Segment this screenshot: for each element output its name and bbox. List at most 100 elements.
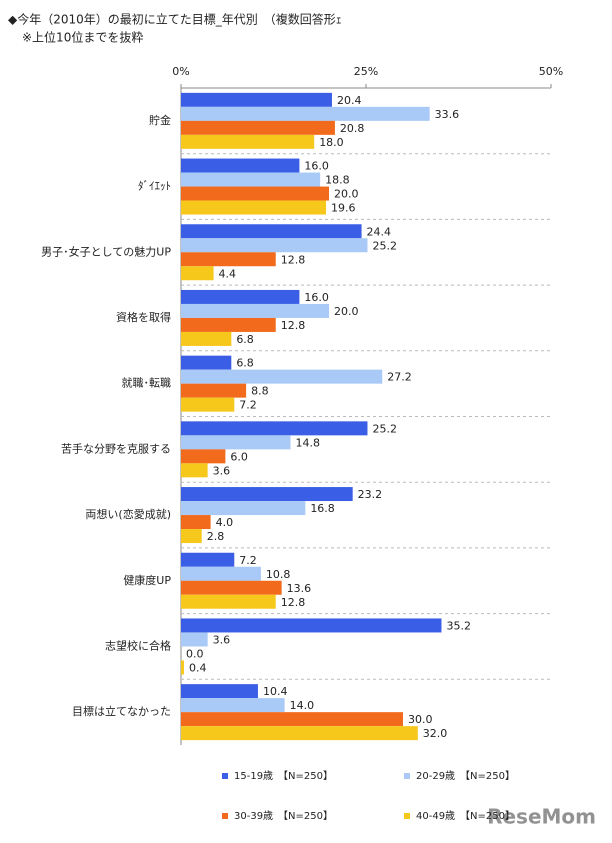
value-label: 20.8 <box>340 122 365 135</box>
bar <box>181 303 329 318</box>
x-tick-label: 25% <box>354 65 378 78</box>
bar <box>181 726 418 741</box>
y-tick-label: 苦手な分野を克服する <box>61 441 171 455</box>
bar <box>181 515 211 530</box>
chart-title: ◆今年（2010年）の最初に立てた目標_年代別 （複数回答形ｪ <box>8 12 342 27</box>
legend-label: 40-49歳 【N=250】 <box>416 810 515 822</box>
bar <box>181 186 329 201</box>
y-tick-label: 資格を取得 <box>116 310 171 324</box>
bar <box>181 134 315 149</box>
value-label: 10.4 <box>263 685 288 698</box>
value-label: 18.8 <box>325 174 350 187</box>
bar <box>181 355 232 370</box>
value-label: 33.6 <box>435 108 460 121</box>
value-label: 7.2 <box>239 554 257 567</box>
legend-swatch <box>222 773 228 779</box>
bar <box>181 594 276 609</box>
value-label: 18.0 <box>319 136 344 149</box>
value-label: 25.2 <box>372 422 397 435</box>
value-label: 12.8 <box>281 319 306 332</box>
x-tick-label: 0% <box>172 65 189 78</box>
y-tick-label: 健康度UP <box>123 573 171 587</box>
value-label: 20.0 <box>334 305 359 318</box>
value-label: 19.6 <box>331 202 356 215</box>
bar <box>181 632 208 647</box>
bar <box>181 580 282 595</box>
bar <box>181 487 353 502</box>
bar <box>181 369 383 384</box>
bar <box>181 266 214 281</box>
value-label: 4.4 <box>219 267 237 280</box>
y-tick-label: 就職･転職 <box>122 376 172 390</box>
value-label: 16.8 <box>310 502 335 515</box>
bar <box>181 618 442 633</box>
value-label: 6.8 <box>236 333 254 346</box>
bar <box>181 529 202 544</box>
legend-label: 20-29歳 【N=250】 <box>416 770 515 782</box>
value-label: 3.6 <box>213 633 231 646</box>
value-label: 23.2 <box>358 488 383 501</box>
y-tick-label: 男子･女子としての魅力UP <box>41 244 171 258</box>
watermark: ReseMom <box>487 805 596 829</box>
bar <box>181 435 291 450</box>
chart-subtitle: ※上位10位までを抜粋 <box>22 30 143 45</box>
value-label: 27.2 <box>387 371 412 384</box>
value-label: 20.4 <box>337 94 362 107</box>
bar <box>181 317 276 332</box>
value-label: 4.0 <box>216 516 234 529</box>
bar <box>181 106 430 121</box>
value-label: 8.8 <box>251 385 269 398</box>
value-label: 16.0 <box>304 291 329 304</box>
bar <box>181 501 306 516</box>
value-label: 14.0 <box>290 699 315 712</box>
legend-swatch <box>404 773 410 779</box>
bar <box>181 421 368 436</box>
value-label: 0.0 <box>186 647 204 660</box>
value-label: 24.4 <box>367 225 392 238</box>
bar <box>181 289 300 304</box>
value-label: 12.8 <box>281 253 306 266</box>
value-label: 3.6 <box>213 464 231 477</box>
value-label: 12.8 <box>281 596 306 609</box>
bar <box>181 660 184 675</box>
bar <box>181 238 368 253</box>
value-label: 6.8 <box>236 357 254 370</box>
y-tick-label: 両想い(恋愛成就) <box>85 507 171 521</box>
value-label: 25.2 <box>372 239 397 252</box>
bar <box>181 698 285 713</box>
bar <box>181 158 300 173</box>
bar <box>181 463 208 478</box>
legend-swatch <box>222 813 228 819</box>
bar <box>181 566 261 581</box>
value-label: 16.0 <box>304 160 329 173</box>
bar <box>181 120 335 135</box>
bar <box>181 712 403 727</box>
bar <box>181 449 226 464</box>
value-label: 7.2 <box>239 399 257 412</box>
bar <box>181 252 276 267</box>
x-tick-label: 50% <box>539 65 563 78</box>
value-label: 2.8 <box>207 530 225 543</box>
bar <box>181 224 362 239</box>
y-tick-label: ﾀﾞｲｴｯﾄ <box>138 180 171 193</box>
bar <box>181 552 235 567</box>
bar <box>181 331 232 346</box>
value-label: 30.0 <box>408 713 433 726</box>
bar <box>181 383 247 398</box>
bar <box>181 397 235 412</box>
bar <box>181 172 321 187</box>
y-tick-label: 志望校に合格 <box>105 638 171 652</box>
legend-swatch <box>404 813 410 819</box>
legend-label: 30-39歳 【N=250】 <box>234 810 333 822</box>
value-label: 20.0 <box>334 188 359 201</box>
value-label: 32.0 <box>423 727 448 740</box>
y-tick-label: 貯金 <box>149 113 171 127</box>
value-label: 35.2 <box>446 619 471 632</box>
bar <box>181 200 327 215</box>
bar <box>181 92 332 107</box>
value-label: 0.4 <box>189 661 207 674</box>
bar <box>181 684 258 699</box>
y-tick-label: 目標は立てなかった <box>72 704 171 718</box>
value-label: 14.8 <box>296 436 321 449</box>
